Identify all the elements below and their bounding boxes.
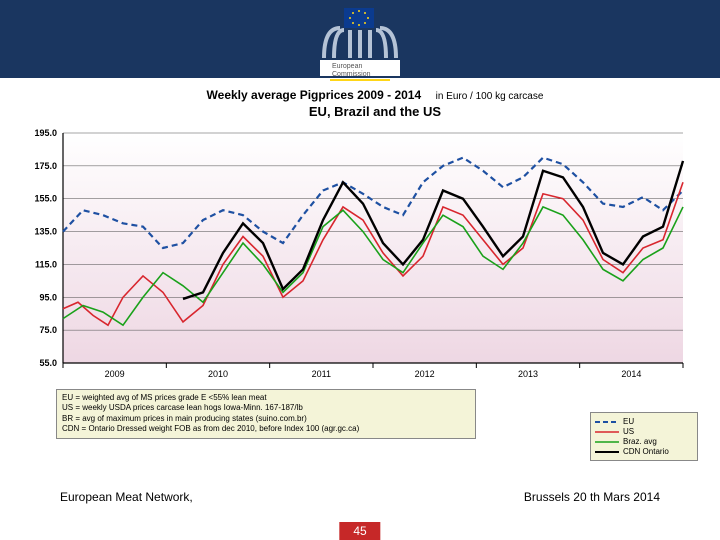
page-number: 45	[339, 522, 380, 540]
svg-text:55.0: 55.0	[39, 358, 57, 368]
svg-text:2011: 2011	[312, 369, 331, 379]
svg-text:135.0: 135.0	[34, 227, 57, 237]
legend-item: EU	[595, 417, 693, 426]
footer: European Meat Network, Brussels 20 th Ma…	[0, 490, 720, 504]
legend-item: Braz. avg	[595, 437, 693, 446]
legend-item: CDN Ontario	[595, 447, 693, 456]
chart-container: Weekly average Pigprices 2009 - 2014 in …	[0, 78, 720, 439]
svg-text:75.0: 75.0	[39, 325, 57, 335]
svg-text:2013: 2013	[518, 369, 538, 379]
svg-text:2010: 2010	[208, 369, 228, 379]
svg-text:2012: 2012	[415, 369, 435, 379]
header-bar: European Commission	[0, 0, 720, 78]
chart-title-note: in Euro / 100 kg carcase	[436, 91, 544, 102]
legend-item: US	[595, 427, 693, 436]
footnote-line: EU = weighted avg of MS prices grade E <…	[62, 393, 470, 403]
footnote-line: CDN = Ontario Dressed weight FOB as from…	[62, 424, 470, 434]
footer-right: Brussels 20 th Mars 2014	[524, 490, 660, 504]
svg-text:European: European	[332, 63, 362, 70]
svg-text:2009: 2009	[105, 369, 125, 379]
svg-text:95.0: 95.0	[39, 292, 57, 302]
svg-text:Commission: Commission	[332, 71, 371, 78]
ec-logo: European Commission	[320, 8, 400, 108]
footnote-line: BR = avg of maximum prices in main produ…	[62, 414, 470, 424]
svg-text:2014: 2014	[621, 369, 641, 379]
svg-text:115.0: 115.0	[35, 259, 57, 269]
line-chart: 195.0 175.0 155.0 135.0 115.0 95.0 75.0 55.0 200…	[18, 125, 698, 385]
legend: EUUSBraz. avgCDN Ontario	[590, 412, 698, 461]
svg-text:155.0: 155.0	[34, 194, 57, 204]
svg-text:175.0: 175.0	[34, 161, 57, 171]
footer-left: European Meat Network,	[60, 490, 193, 504]
svg-text:195.0: 195.0	[34, 128, 57, 138]
footnote-line: US = weekly USDA prices carcase lean hog…	[62, 403, 470, 413]
footnotes: EU = weighted avg of MS prices grade E <…	[56, 389, 476, 439]
